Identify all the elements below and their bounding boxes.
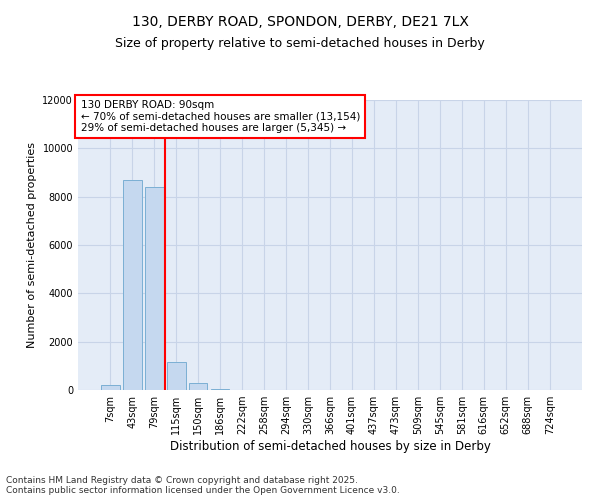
Text: 130, DERBY ROAD, SPONDON, DERBY, DE21 7LX: 130, DERBY ROAD, SPONDON, DERBY, DE21 7L…	[131, 15, 469, 29]
Bar	[101, 385, 119, 390]
Bar	[145, 187, 164, 390]
Bar	[167, 362, 185, 390]
Bar	[189, 383, 208, 390]
X-axis label: Distribution of semi-detached houses by size in Derby: Distribution of semi-detached houses by …	[170, 440, 490, 453]
Y-axis label: Number of semi-detached properties: Number of semi-detached properties	[27, 142, 37, 348]
Text: 130 DERBY ROAD: 90sqm
← 70% of semi-detached houses are smaller (13,154)
29% of : 130 DERBY ROAD: 90sqm ← 70% of semi-deta…	[80, 100, 360, 133]
Bar	[211, 388, 229, 390]
Bar	[123, 180, 142, 390]
Text: Contains HM Land Registry data © Crown copyright and database right 2025.
Contai: Contains HM Land Registry data © Crown c…	[6, 476, 400, 495]
Text: Size of property relative to semi-detached houses in Derby: Size of property relative to semi-detach…	[115, 38, 485, 51]
